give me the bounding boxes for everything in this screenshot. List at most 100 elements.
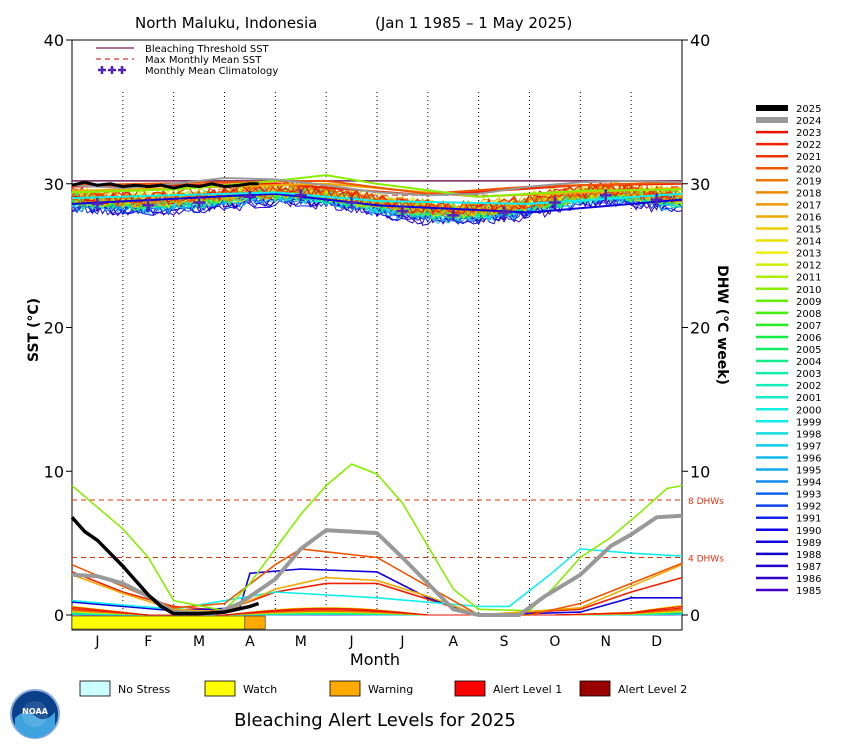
year-legend-label: 2009 bbox=[796, 297, 821, 308]
plot-area bbox=[71, 39, 683, 631]
y-axis-label-left: SST (°C) bbox=[26, 298, 42, 362]
year-legend-label: 2025 bbox=[796, 104, 821, 115]
dhw-reference-label: 4 DHWs bbox=[688, 555, 724, 565]
x-tick-label: J bbox=[349, 634, 354, 650]
reference-lines: 8 DHWs 4 DHWs bbox=[72, 180, 724, 565]
y-tick-label-left: 0 bbox=[54, 606, 64, 625]
x-tick-label: S bbox=[500, 634, 509, 650]
year-legend-label: 1997 bbox=[796, 441, 821, 452]
climatology-marker bbox=[599, 189, 612, 202]
alert-level-legend: No Stress Watch Warning Alert Level 1 Alert … bbox=[79, 680, 687, 697]
year-legend-label: 1998 bbox=[796, 429, 821, 440]
alert-swatch bbox=[454, 680, 486, 697]
climatology-marker bbox=[243, 190, 256, 203]
climatology-marker bbox=[548, 196, 561, 209]
year-legend-label: 2008 bbox=[796, 309, 821, 320]
svg-text:NOAA: NOAA bbox=[22, 707, 48, 716]
legend-marker bbox=[108, 66, 116, 74]
sst-line-2024 bbox=[71, 176, 683, 197]
y-tick-label-right: 20 bbox=[690, 319, 710, 338]
year-legend-label: 1992 bbox=[796, 502, 821, 513]
year-legend-label: 1985 bbox=[796, 586, 821, 597]
year-legend-label: 2012 bbox=[796, 261, 821, 272]
y-tick-label-right: 0 bbox=[690, 606, 700, 625]
x-tick-label: A bbox=[245, 634, 255, 650]
climatology-marker bbox=[498, 206, 511, 219]
x-tick-label: M bbox=[193, 634, 205, 650]
year-legend-label: 2021 bbox=[796, 152, 821, 163]
alert-label: Alert Level 1 bbox=[493, 683, 562, 696]
x-tick-label: F bbox=[144, 634, 152, 650]
climatology-marker bbox=[447, 209, 460, 222]
legend-entry-label: Monthly Mean Climatology bbox=[145, 66, 278, 77]
y-axis-label-right: DHW (°C week) bbox=[714, 265, 730, 385]
year-legend-label: 1986 bbox=[796, 574, 821, 585]
year-legend-label: 2017 bbox=[796, 200, 821, 211]
sst-line-1998 bbox=[71, 191, 683, 205]
year-legend-label: 2000 bbox=[796, 405, 821, 416]
legend-marker bbox=[118, 66, 126, 74]
climatology-marker bbox=[91, 197, 104, 210]
legend-marker bbox=[98, 66, 106, 74]
alert-swatch bbox=[329, 680, 361, 697]
noaa-logo: NOAA bbox=[10, 689, 60, 739]
chart-date-range: (Jan 1 1985 – 1 May 2025) bbox=[375, 14, 572, 32]
alert-label: Warning bbox=[368, 683, 413, 696]
year-legend-label: 1993 bbox=[796, 490, 821, 501]
x-tick-label: O bbox=[549, 634, 560, 650]
year-legend-label: 1999 bbox=[796, 417, 821, 428]
axes: J F M A M J J A S O N D 0 0 10 10 20 20 30 30 40 40 bbox=[44, 31, 711, 650]
x-tick-label: D bbox=[651, 634, 662, 650]
legend-entry-label: Bleaching Threshold SST bbox=[145, 44, 270, 55]
year-legend-label: 2016 bbox=[796, 212, 821, 223]
climatology-marker bbox=[345, 196, 358, 209]
alert-bar-segment bbox=[244, 615, 266, 630]
dhw-line-2025 bbox=[70, 516, 260, 616]
chart-title: North Maluku, Indonesia bbox=[135, 14, 317, 32]
year-legend: 2025202420232022202120202019201820172016… bbox=[756, 104, 821, 597]
y-tick-label-right: 30 bbox=[690, 175, 710, 194]
year-legend-label: 2015 bbox=[796, 225, 821, 236]
y-tick-label-left: 20 bbox=[44, 319, 64, 338]
dhw-line-2010 bbox=[71, 463, 683, 612]
year-legend-label: 2010 bbox=[796, 285, 821, 296]
year-legend-label: 2007 bbox=[796, 321, 821, 332]
year-legend-label: 2022 bbox=[796, 140, 821, 151]
y-tick-label-left: 40 bbox=[44, 31, 64, 50]
alert-swatch bbox=[204, 680, 236, 697]
y-tick-label-right: 10 bbox=[690, 462, 710, 481]
highlight-series bbox=[70, 174, 683, 617]
climatology-marker bbox=[142, 199, 155, 212]
dhw-line-2020 bbox=[71, 548, 683, 616]
year-legend-label: 2024 bbox=[796, 116, 821, 127]
sst-series-line bbox=[71, 181, 683, 216]
dhw-reference-label: 8 DHWs bbox=[688, 497, 724, 507]
year-legend-label: 2019 bbox=[796, 176, 821, 187]
year-legend-label: 1987 bbox=[796, 562, 821, 573]
x-tick-label: J bbox=[399, 634, 404, 650]
year-legend-label: 2006 bbox=[796, 333, 821, 344]
year-legend-label: 2023 bbox=[796, 128, 821, 139]
legend-entry-label: Max Monthly Mean SST bbox=[145, 55, 262, 66]
alert-bar-segment bbox=[71, 615, 246, 630]
climatology-marker bbox=[650, 193, 663, 206]
year-legend-label: 2020 bbox=[796, 164, 821, 175]
y-tick-label-left: 30 bbox=[44, 175, 64, 194]
sst-line-2010 bbox=[71, 174, 683, 198]
x-axis-label: Month bbox=[350, 650, 400, 669]
year-legend-label: 1989 bbox=[796, 538, 821, 549]
year-legend-label: 2001 bbox=[796, 393, 821, 404]
year-legend-label: 2005 bbox=[796, 345, 821, 356]
climatology-marker bbox=[193, 196, 206, 209]
alert-label: Alert Level 2 bbox=[618, 683, 687, 696]
footer-title: Bleaching Alert Levels for 2025 bbox=[234, 710, 516, 731]
year-legend-label: 2014 bbox=[796, 237, 821, 248]
x-tick-label: A bbox=[448, 634, 458, 650]
x-tick-label: M bbox=[295, 634, 307, 650]
alert-swatch bbox=[579, 680, 611, 697]
year-legend-label: 2013 bbox=[796, 249, 821, 260]
climatology-marker bbox=[396, 205, 409, 218]
y-tick-label-right: 40 bbox=[690, 31, 710, 50]
alert-swatch bbox=[79, 680, 111, 697]
